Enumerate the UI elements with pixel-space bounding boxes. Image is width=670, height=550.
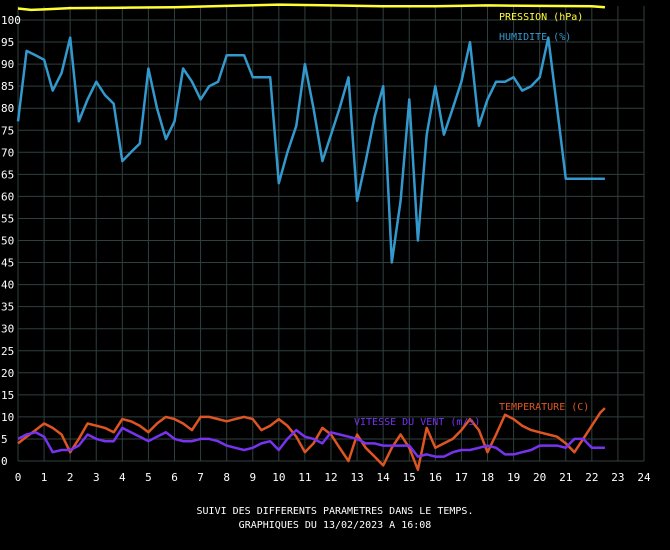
y-tick-label: 5 [1,433,8,446]
x-tick-label: 8 [223,471,230,484]
y-tick-label: 20 [1,367,14,380]
x-tick-label: 15 [403,471,416,484]
x-tick-label: 11 [298,471,311,484]
temperature-line [17,407,606,472]
x-tick-label: 23 [611,471,624,484]
y-tick-label: 90 [1,58,14,71]
x-tick-label: 3 [93,471,100,484]
y-tick-label: 15 [1,389,14,402]
legend-pression: PRESSION (hPa) [499,12,583,23]
x-tick-label: 6 [171,471,178,484]
x-tick-label: 14 [377,471,391,484]
x-tick-label: 20 [533,471,546,484]
x-tick-label: 13 [350,471,363,484]
axis-tick-labels: 0 1 2 3 4 5 6 7 8 9 10 11 12 13 14 15 16 17 18 19 20 21 22 23 24… [1,14,651,484]
pression-line [17,3,605,12]
y-tick-label: 100 [1,14,21,27]
caption-line-1: SUIVI DES DIFFERENTS PARAMETRES DANS LE … [196,506,474,517]
legend-vent: VITESSE DU VENT (m/s) [354,417,480,428]
y-tick-label: 50 [1,235,14,248]
x-tick-label: 1 [41,471,48,484]
y-tick-label: 65 [1,168,14,181]
vent-line [17,426,605,458]
chart-grid [17,6,645,462]
y-tick-label: 40 [1,279,14,292]
humidite-line [16,36,605,264]
y-tick-label: 75 [1,124,14,137]
x-tick-label: 2 [67,471,74,484]
x-tick-label: 19 [507,471,520,484]
x-tick-label: 12 [324,471,337,484]
x-tick-label: 10 [272,471,285,484]
y-tick-label: 35 [1,301,14,314]
y-tick-label: 95 [1,36,14,49]
x-tick-label: 7 [197,471,204,484]
y-tick-label: 45 [1,257,14,270]
x-tick-label: 5 [145,471,152,484]
y-tick-label: 30 [1,323,14,336]
x-tick-label: 9 [249,471,256,484]
series-lines [16,3,606,472]
x-tick-label: 22 [585,471,598,484]
x-tick-label: 21 [559,471,572,484]
y-tick-label: 85 [1,80,14,93]
y-tick-label: 80 [1,102,14,115]
y-tick-label: 60 [1,190,14,203]
x-tick-label: 18 [481,471,494,484]
legend-temperature: TEMPERATURE (C) [499,402,589,413]
legend-humidite: HUMIDITE (%) [499,32,571,43]
x-tick-label: 17 [455,471,468,484]
x-tick-label: 4 [119,471,126,484]
caption-line-2: GRAPHIQUES DU 13/02/2023 A 16:08 [238,520,432,531]
y-tick-label: 0 [1,455,8,468]
y-tick-label: 55 [1,212,14,225]
x-tick-label: 16 [429,471,442,484]
y-tick-label: 70 [1,146,14,159]
x-tick-label: 24 [637,471,651,484]
y-tick-label: 25 [1,345,14,358]
y-tick-label: 10 [1,411,14,424]
x-tick-label: 0 [15,471,22,484]
